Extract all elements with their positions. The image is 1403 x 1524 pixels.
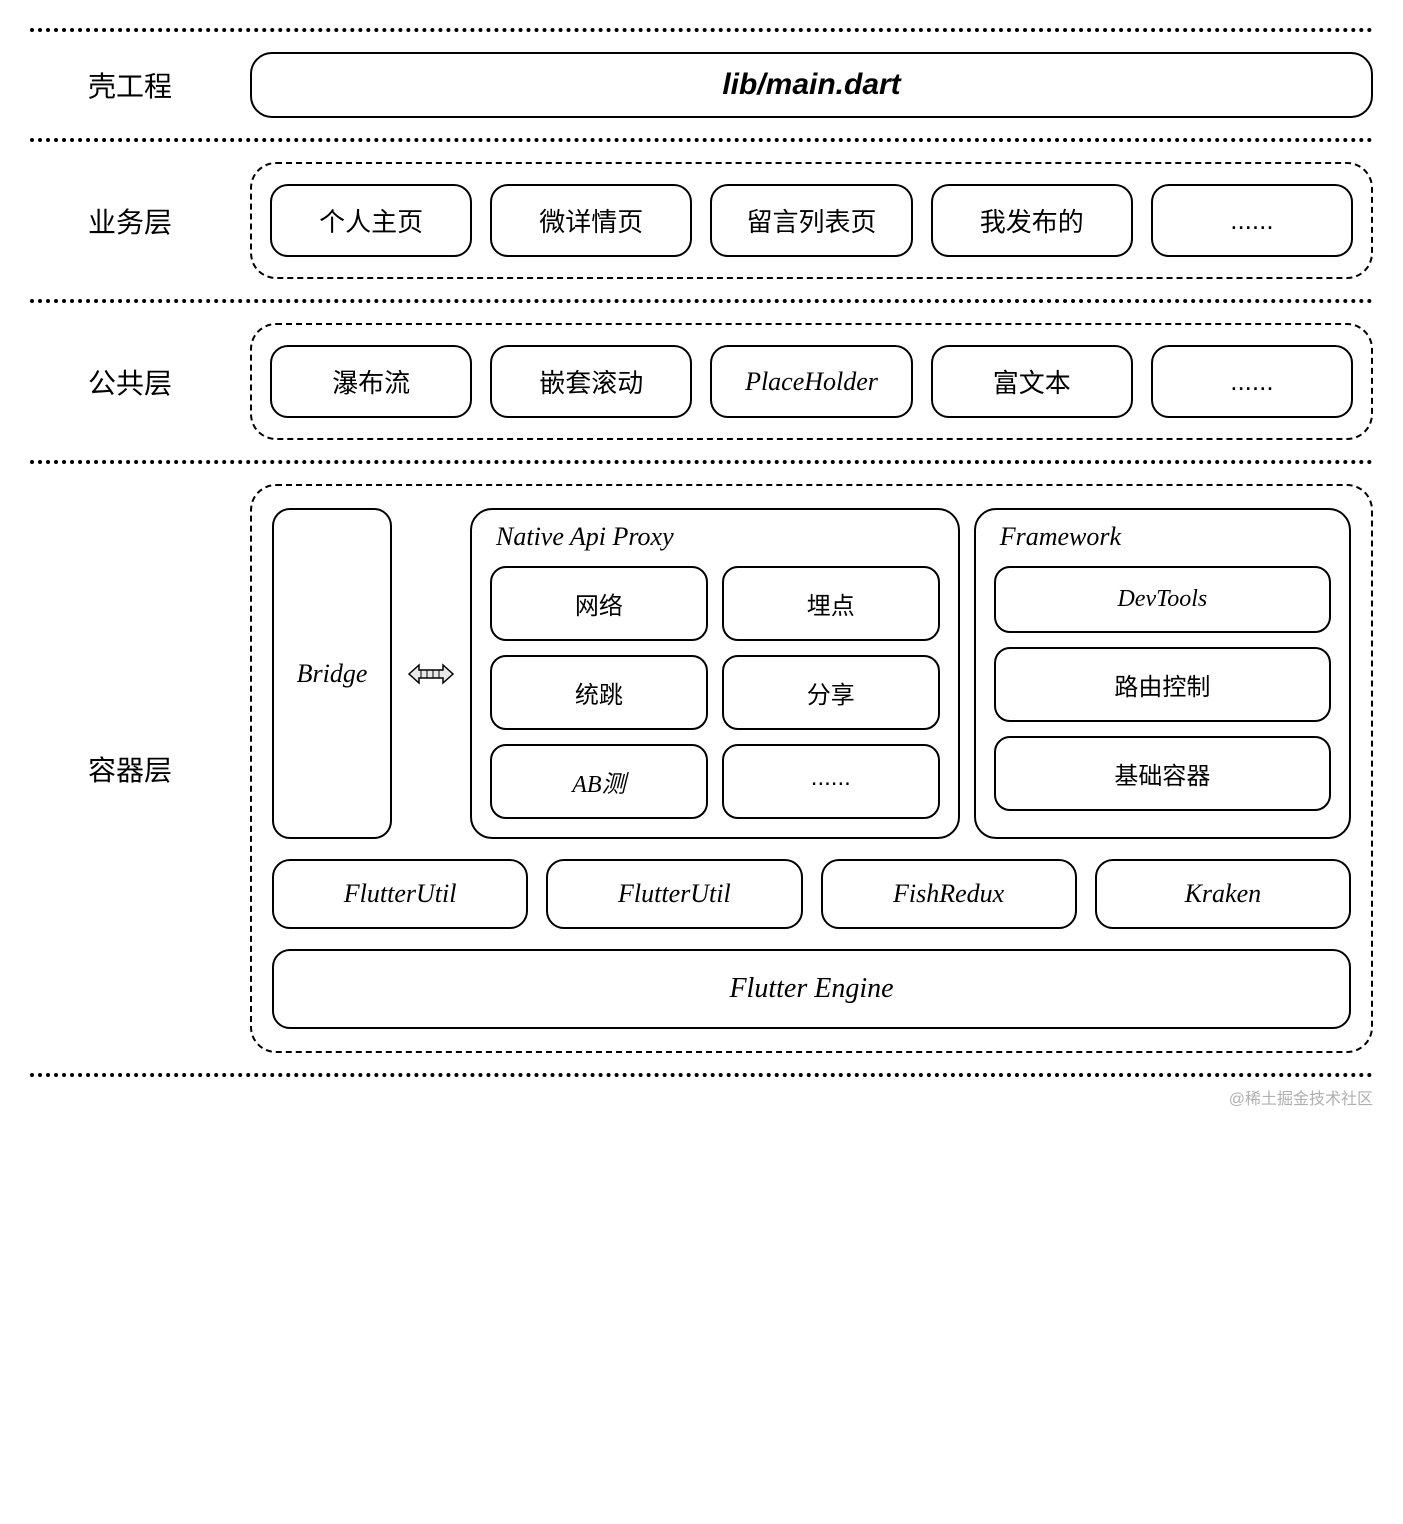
util-item: FlutterUtil [272,859,528,929]
proxy-item: AB测 [490,744,708,819]
layer-label-common: 公共层 [30,362,230,402]
common-item: PlaceHolder [710,345,912,418]
flutter-engine-box: Flutter Engine [272,949,1351,1029]
native-proxy-grid: 网络 埋点 统跳 分享 AB测 ...... [490,566,940,819]
divider [30,1073,1373,1077]
business-item: 个人主页 [270,184,472,257]
framework-group: Framework DevTools 路由控制 基础容器 [974,508,1351,839]
divider [30,28,1373,32]
common-container: 瀑布流 嵌套滚动 PlaceHolder 富文本 ...... [250,323,1373,440]
native-proxy-group: Native Api Proxy 网络 埋点 统跳 分享 AB测 ...... [470,508,960,839]
common-item-more: ...... [1151,345,1353,418]
proxy-item: 分享 [722,655,940,730]
container-top-row: Bridge Native Api Proxy 网络 [272,508,1351,839]
layer-content-common: 瀑布流 嵌套滚动 PlaceHolder 富文本 ...... [250,323,1373,440]
bidirectional-arrow [406,508,456,839]
layer-label-container: 容器层 [30,749,230,789]
util-item: FlutterUtil [546,859,802,929]
framework-item: 路由控制 [994,647,1331,722]
business-container: 个人主页 微详情页 留言列表页 我发布的 ...... [250,162,1373,279]
native-proxy-title: Native Api Proxy [490,522,940,552]
framework-item: DevTools [994,566,1331,633]
proxy-item: 统跳 [490,655,708,730]
watermark: @稀土掘金技术社区 [30,1085,1373,1109]
layer-label-shell: 壳工程 [30,65,230,105]
proxy-item-more: ...... [722,744,940,819]
layer-business: 业务层 个人主页 微详情页 留言列表页 我发布的 ...... [30,150,1373,291]
business-item: 留言列表页 [710,184,912,257]
util-item: Kraken [1095,859,1351,929]
layer-content-business: 个人主页 微详情页 留言列表页 我发布的 ...... [250,162,1373,279]
framework-item: 基础容器 [994,736,1331,811]
framework-title: Framework [994,522,1331,552]
framework-stack: DevTools 路由控制 基础容器 [994,566,1331,811]
divider [30,460,1373,464]
double-arrow-icon [407,659,455,689]
layer-content-container: Bridge Native Api Proxy 网络 [250,484,1373,1053]
common-item: 瀑布流 [270,345,472,418]
proxy-item: 埋点 [722,566,940,641]
proxy-item: 网络 [490,566,708,641]
bridge-box: Bridge [272,508,392,839]
container-outer: Bridge Native Api Proxy 网络 [250,484,1373,1053]
common-item: 嵌套滚动 [490,345,692,418]
business-item: 我发布的 [931,184,1133,257]
business-item-more: ...... [1151,184,1353,257]
layer-container: 容器层 Bridge Native Api P [30,472,1373,1065]
common-item: 富文本 [931,345,1133,418]
layer-label-business: 业务层 [30,201,230,241]
divider [30,299,1373,303]
main-dart-box: lib/main.dart [250,52,1373,118]
layer-shell: 壳工程 lib/main.dart [30,40,1373,130]
business-item: 微详情页 [490,184,692,257]
layer-content-shell: lib/main.dart [250,52,1373,118]
util-row: FlutterUtil FlutterUtil FishRedux Kraken [272,859,1351,929]
divider [30,138,1373,142]
util-item: FishRedux [821,859,1077,929]
layer-common: 公共层 瀑布流 嵌套滚动 PlaceHolder 富文本 ...... [30,311,1373,452]
